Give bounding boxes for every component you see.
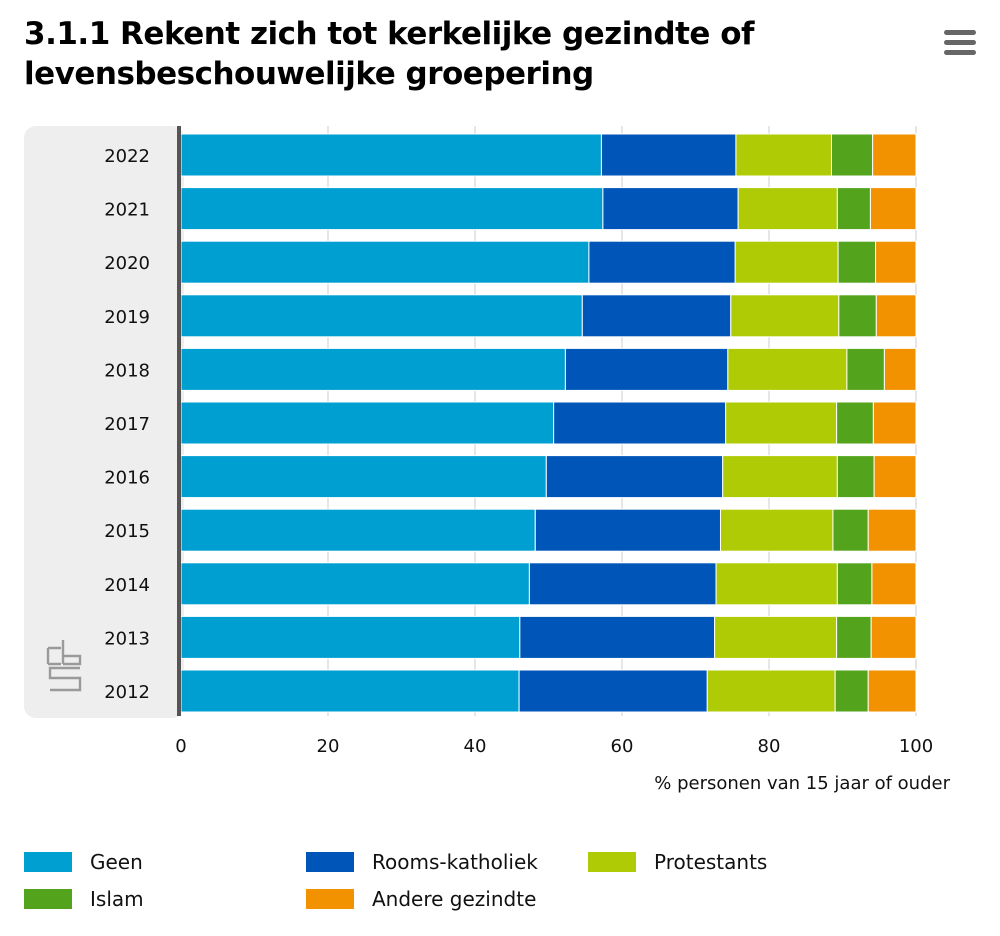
bar-2021-islam[interactable] — [836, 187, 871, 231]
bar-2012-geen[interactable] — [180, 669, 520, 713]
bar-2017-andere-gezindte[interactable] — [872, 401, 917, 445]
bar-2016-andere-gezindte[interactable] — [873, 455, 917, 499]
legend-swatch-rooms-katholiek — [306, 852, 354, 872]
chart-title: 3.1.1 Rekent zich tot kerkelijke gezindt… — [24, 16, 755, 92]
x-tick-label-80: 80 — [758, 736, 781, 757]
legend-swatch-islam — [24, 889, 72, 909]
bars — [180, 133, 917, 713]
x-tick-label-20: 20 — [317, 736, 340, 757]
legend-label-protestants: Protestants — [654, 850, 768, 874]
y-tick-label-2015: 2015 — [104, 521, 150, 542]
bar-2015-islam[interactable] — [832, 508, 869, 552]
plot-background — [24, 126, 184, 718]
y-tick-label-2020: 2020 — [104, 253, 150, 274]
bar-2016-rooms-katholiek[interactable] — [545, 455, 724, 499]
bar-2014-rooms-katholiek[interactable] — [528, 562, 717, 606]
bar-2019-islam[interactable] — [838, 294, 877, 338]
bar-2015-rooms-katholiek[interactable] — [534, 508, 721, 552]
bar-2020-islam[interactable] — [837, 240, 877, 284]
bar-2021-rooms-katholiek[interactable] — [602, 187, 739, 231]
y-tick-label-2014: 2014 — [104, 575, 150, 596]
legend-label-islam: Islam — [90, 887, 144, 911]
x-tick-label-0: 0 — [175, 736, 186, 757]
x-axis-ticks: 0 20 40 60 80 100 — [175, 736, 933, 757]
legend-label-geen: Geen — [90, 850, 143, 874]
legend-item-rooms-katholiek[interactable]: Rooms-katholiek — [306, 850, 538, 874]
chart-menu-button[interactable] — [940, 26, 980, 60]
bar-2019-rooms-katholiek[interactable] — [581, 294, 732, 338]
bar-2013-islam[interactable] — [836, 615, 872, 659]
bar-2021-geen[interactable] — [180, 187, 604, 231]
y-tick-label-2019: 2019 — [104, 307, 150, 328]
bar-2014-andere-gezindte[interactable] — [871, 562, 917, 606]
bar-2020-protestants[interactable] — [734, 240, 839, 284]
cbs-logo-icon — [46, 640, 82, 692]
legend-item-protestants[interactable]: Protestants — [588, 850, 767, 874]
legend-label-rooms-katholiek: Rooms-katholiek — [372, 850, 538, 874]
y-tick-label-2018: 2018 — [104, 360, 150, 381]
bar-2022-rooms-katholiek[interactable] — [600, 133, 737, 177]
bar-2017-geen[interactable] — [180, 401, 555, 445]
bar-2019-protestants[interactable] — [730, 294, 840, 338]
bar-2012-islam[interactable] — [834, 669, 869, 713]
y-tick-label-2017: 2017 — [104, 414, 150, 435]
bar-2015-geen[interactable] — [180, 508, 536, 552]
bar-2016-protestants[interactable] — [722, 455, 838, 499]
bar-2016-geen[interactable] — [180, 455, 547, 499]
bar-2022-protestants[interactable] — [735, 133, 832, 177]
bar-2021-andere-gezindte[interactable] — [869, 187, 917, 231]
bar-2013-rooms-katholiek[interactable] — [519, 615, 716, 659]
bar-2014-geen[interactable] — [180, 562, 530, 606]
bar-2017-rooms-katholiek[interactable] — [553, 401, 727, 445]
bar-2015-andere-gezindte[interactable] — [867, 508, 917, 552]
bar-2013-protestants[interactable] — [714, 615, 838, 659]
bar-2015-protestants[interactable] — [719, 508, 834, 552]
x-tick-label-40: 40 — [464, 736, 487, 757]
x-tick-label-60: 60 — [611, 736, 634, 757]
x-axis-title: % personen van 15 jaar of ouder — [654, 773, 950, 794]
y-tick-label-2021: 2021 — [104, 200, 150, 221]
bar-2019-andere-gezindte[interactable] — [875, 294, 917, 338]
y-axis-labels: 2022 2021 2020 2019 2018 2017 2016 2015 2014 2013… — [104, 146, 150, 703]
bar-2020-rooms-katholiek[interactable] — [588, 240, 736, 284]
bar-2012-rooms-katholiek[interactable] — [518, 669, 708, 713]
y-tick-label-2013: 2013 — [104, 628, 150, 649]
legend-swatch-geen — [24, 852, 72, 872]
bar-2020-geen[interactable] — [180, 240, 590, 284]
bar-2012-protestants[interactable] — [706, 669, 836, 713]
bar-2018-islam[interactable] — [846, 347, 885, 391]
legend-item-geen[interactable]: Geen — [24, 850, 143, 874]
bar-2022-islam[interactable] — [830, 133, 874, 177]
y-tick-label-2022: 2022 — [104, 146, 150, 167]
x-tick-label-100: 100 — [899, 736, 933, 757]
bar-2014-protestants[interactable] — [715, 562, 838, 606]
bar-2022-andere-gezindte[interactable] — [872, 133, 917, 177]
legend-swatch-protestants — [588, 852, 636, 872]
bar-2018-rooms-katholiek[interactable] — [564, 347, 729, 391]
bar-2019-geen[interactable] — [180, 294, 583, 338]
bar-2020-andere-gezindte[interactable] — [875, 240, 917, 284]
legend-item-andere-gezindte[interactable]: Andere gezindte — [306, 887, 536, 911]
bar-2013-andere-gezindte[interactable] — [870, 615, 917, 659]
y-tick-label-2016: 2016 — [104, 468, 150, 489]
legend-label-andere-gezindte: Andere gezindte — [372, 887, 537, 911]
bar-2013-geen[interactable] — [180, 615, 521, 659]
bar-2017-islam[interactable] — [836, 401, 874, 445]
bar-2018-protestants[interactable] — [727, 347, 848, 391]
bar-2014-islam[interactable] — [836, 562, 873, 606]
bar-2018-andere-gezindte[interactable] — [883, 347, 917, 391]
bar-2022-geen[interactable] — [180, 133, 602, 177]
bar-2016-islam[interactable] — [836, 455, 875, 499]
y-tick-label-2012: 2012 — [104, 682, 150, 703]
bar-2012-andere-gezindte[interactable] — [867, 669, 917, 713]
bar-2018-geen[interactable] — [180, 347, 566, 391]
bar-2021-protestants[interactable] — [737, 187, 838, 231]
bar-2017-protestants[interactable] — [725, 401, 838, 445]
legend-item-islam[interactable]: Islam — [24, 887, 144, 911]
legend-swatch-andere-gezindte — [306, 889, 354, 909]
